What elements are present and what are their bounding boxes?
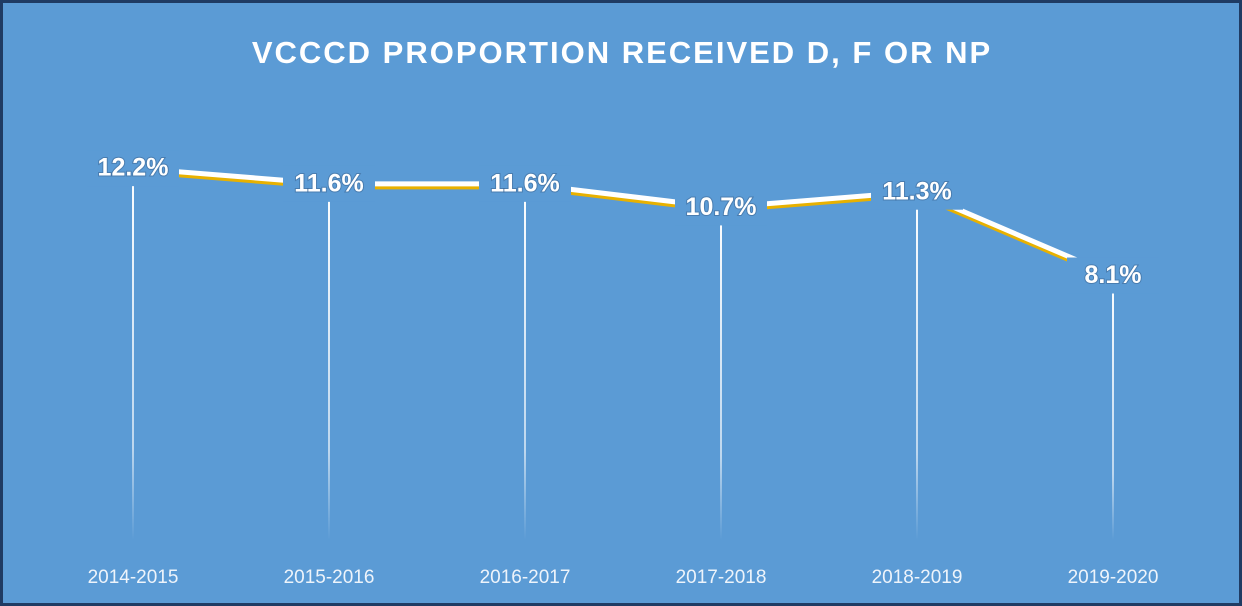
data-label: 12.2% — [98, 154, 169, 182]
data-label: 11.3% — [882, 177, 952, 205]
drop-line — [1112, 275, 1114, 540]
chart-title: VCCCD PROPORTION RECEIVED D, F OR NP — [252, 35, 992, 70]
data-label: 11.6% — [294, 169, 364, 197]
drop-line — [720, 207, 722, 540]
x-tick-label: 2016-2017 — [480, 567, 571, 588]
drop-line — [916, 191, 918, 541]
drop-line — [328, 183, 330, 540]
x-tick-label: 2015-2016 — [284, 567, 375, 588]
x-tick-label: 2018-2019 — [872, 567, 963, 588]
data-label-bg — [479, 165, 571, 202]
data-label-bg — [87, 150, 179, 187]
data-label: 8.1% — [1085, 261, 1142, 289]
data-label: 10.7% — [686, 193, 757, 221]
data-label-bg — [1067, 257, 1159, 294]
x-tick-label: 2017-2018 — [676, 567, 767, 588]
data-label-bg — [871, 173, 963, 210]
data-label: 11.6% — [490, 169, 560, 197]
data-label-bg — [675, 189, 767, 226]
x-tick-label: 2019-2020 — [1068, 567, 1159, 588]
data-label-bg — [283, 165, 375, 202]
drop-line — [524, 183, 526, 540]
x-tick-label: 2014-2015 — [88, 567, 179, 588]
drop-line — [132, 168, 134, 540]
